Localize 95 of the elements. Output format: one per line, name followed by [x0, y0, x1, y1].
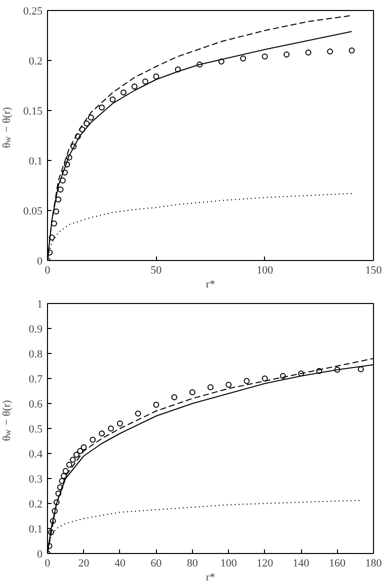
y-tick-label: 0.4	[28, 448, 43, 460]
point	[348, 48, 355, 54]
point	[189, 389, 196, 396]
point	[54, 499, 60, 506]
point	[62, 170, 68, 176]
point	[208, 384, 214, 390]
y-tick-label: 0.2	[28, 56, 42, 68]
point	[135, 410, 142, 416]
x-tick-label: 160	[329, 558, 346, 570]
point	[60, 178, 66, 184]
y-tick-label: 0.3	[28, 474, 43, 486]
point	[358, 366, 364, 372]
x-tick-label: 150	[365, 264, 382, 276]
y-tick-label: 0.05	[23, 206, 43, 218]
point	[316, 368, 322, 374]
y-tick-label: 0.5	[28, 424, 43, 436]
point	[116, 420, 123, 426]
point	[262, 376, 268, 382]
point	[305, 50, 312, 56]
point	[51, 220, 58, 226]
x-tick-label: 40	[114, 558, 126, 570]
point	[226, 382, 232, 388]
x-axis-title: r*	[206, 278, 216, 290]
y-tick-label: 0.1	[28, 524, 42, 536]
point	[327, 48, 334, 54]
point	[90, 436, 96, 443]
point	[218, 58, 224, 64]
point	[64, 162, 70, 168]
point	[66, 462, 72, 468]
point	[79, 126, 86, 132]
point	[171, 394, 178, 400]
x-tick-label: 0	[44, 264, 51, 276]
x-tick-label: 80	[186, 558, 198, 570]
point	[84, 120, 90, 126]
y-tick-label: 0.6	[28, 398, 43, 410]
x-tick-label: 180	[365, 558, 382, 570]
x-tick-label: 20	[78, 558, 90, 570]
y-tick-label: 1	[37, 298, 42, 310]
point	[57, 484, 64, 490]
point	[48, 543, 52, 549]
point	[53, 208, 60, 214]
y-tick-label: 0	[37, 548, 43, 560]
point	[153, 74, 160, 80]
point	[70, 144, 77, 150]
y-tick-label: 0.2	[28, 498, 42, 510]
point	[55, 490, 62, 496]
point	[48, 234, 55, 240]
x-tick-label: 100	[220, 558, 238, 570]
point	[73, 452, 80, 458]
point	[240, 56, 246, 62]
point	[98, 104, 105, 110]
x-tick-label: 120	[256, 558, 274, 570]
x-axis-title: r*	[206, 572, 216, 584]
point	[74, 134, 81, 140]
point	[48, 529, 54, 536]
point	[110, 96, 116, 102]
point	[77, 448, 84, 454]
point	[174, 66, 181, 72]
point	[108, 426, 114, 432]
point	[120, 90, 127, 96]
point	[262, 54, 268, 60]
x-tick-label: 50	[150, 264, 162, 276]
point	[70, 456, 76, 463]
point	[50, 518, 56, 524]
point	[196, 62, 203, 68]
y-tick-label: 0.9	[28, 324, 43, 336]
point	[58, 186, 64, 192]
point	[58, 478, 65, 484]
point	[284, 52, 290, 58]
x-tick-label: 0	[44, 558, 51, 570]
point	[280, 373, 286, 379]
point	[298, 370, 304, 376]
point	[131, 84, 138, 90]
point	[55, 196, 62, 202]
point	[60, 473, 67, 479]
y-tick-label: 0.7	[28, 374, 43, 386]
point	[80, 444, 87, 450]
point	[98, 430, 105, 436]
y-tick-label: 0	[37, 256, 43, 268]
x-tick-label: 60	[150, 558, 162, 570]
point	[62, 468, 69, 474]
y-tick-label: 0.1	[28, 156, 42, 168]
point	[244, 378, 250, 384]
y-tick-label: 0.25	[23, 6, 43, 18]
point	[48, 250, 53, 256]
point	[52, 508, 58, 514]
point	[88, 114, 94, 120]
point	[334, 366, 340, 373]
y-tick-label: 0.8	[28, 348, 43, 360]
point	[66, 154, 72, 160]
y-tick-label: 0.15	[23, 106, 43, 118]
x-tick-label: 140	[292, 558, 310, 570]
point	[153, 402, 160, 408]
x-tick-label: 100	[256, 264, 274, 276]
point	[142, 78, 148, 84]
